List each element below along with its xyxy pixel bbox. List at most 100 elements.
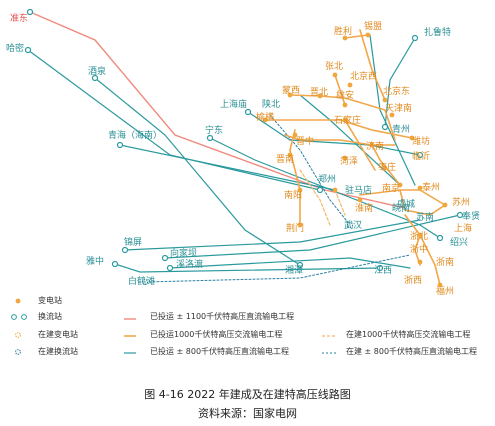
label-zhenan: 浙南: [436, 258, 455, 268]
line-ac-zhebei-fuzhou: [404, 214, 441, 286]
label-nanjing: 南京: [382, 184, 401, 194]
label-jinping: 锦屏: [124, 238, 143, 248]
substation-shengli: [342, 35, 348, 41]
substation-taizhou: [417, 185, 423, 191]
label-jiuquan: 酒泉: [88, 67, 107, 77]
dc1100-legend-line: [124, 318, 136, 320]
converter-zhundong: [26, 8, 34, 16]
label-zhengzhou: 郑州: [318, 175, 337, 185]
label-jinzhong: 晋中: [296, 137, 315, 147]
line-dc800-xiangjiaba-fengxian: [164, 214, 461, 259]
substation-jinzhong: [292, 132, 298, 138]
line-dc800-jiuquan-xiangtan: [94, 77, 301, 266]
substation-tianjinnan: [389, 112, 395, 118]
label-zhangbei: 张北: [325, 62, 344, 72]
label-fuzhou: 福州: [436, 287, 455, 297]
label-ximeng: 锡盟: [364, 22, 383, 32]
legend-ac1000: 已投运1000千伏特高压交流输电工程: [150, 330, 283, 339]
line-ac-zhebei-zhezhong: [414, 234, 421, 266]
substation-fuzhou: [437, 282, 443, 288]
label-jinbei: 晋北: [310, 88, 329, 98]
label-wuhan: 武汉: [344, 221, 363, 231]
legend-converter-building: 在建换流站: [38, 347, 78, 356]
converter-building-baihetan: [142, 279, 148, 285]
substation-building-legend-icon: [15, 332, 21, 338]
substation-yuheng: [262, 117, 268, 123]
line-dc800-yazhong-jiangxi: [114, 263, 381, 273]
line-dc800-xiluodu-zhexi: [169, 257, 411, 269]
line-dc800-building-baihetan-jiangsu: [144, 254, 411, 283]
substation-beijingxi: [347, 82, 353, 88]
line-dc800-qinghai-zhumadian: [119, 144, 336, 191]
line-ac-shengli-ximeng: [344, 34, 369, 39]
label-hami: 哈密: [6, 44, 25, 54]
converter-jiuquan: [91, 74, 99, 82]
line-ac-east-ring: [399, 189, 447, 216]
substation-jinan: [369, 142, 375, 148]
converter-legend-icon: [11, 314, 27, 320]
line-ac-north-ring: [284, 134, 396, 146]
substation-shijiazhuang: [342, 117, 348, 123]
line-ac-zhangbei-xiongan: [334, 74, 346, 106]
ac1000-legend-line: [124, 335, 136, 337]
label-baihetan: 白鹤滩: [128, 277, 156, 287]
substation-nanyang: [297, 187, 303, 193]
converter-zhengzhou: [316, 186, 324, 194]
converter-zhalute: [411, 34, 419, 42]
converter-xiluodu: [166, 264, 174, 272]
label-suzhou: 苏州: [452, 198, 471, 208]
converter-xiangtan: [296, 261, 304, 269]
line-ac-mengxi-tianjinnan: [289, 94, 396, 141]
line-ac-shijiazhuang-jinan: [344, 119, 376, 171]
converter-fengxian: [456, 211, 464, 219]
converter-qinghai: [116, 141, 124, 149]
legend-substation: 变电站: [38, 296, 62, 305]
line-ac-yuheng-weifang: [264, 119, 413, 139]
legend-substation-building: 在建变电站: [38, 330, 78, 339]
label-zhezhong: 浙中: [410, 245, 429, 255]
converter-jiangxi: [376, 264, 384, 272]
label-zhebei: 浙北: [410, 232, 429, 242]
label-taizhou: 泰州: [422, 183, 441, 193]
label-nanyang: 南阳: [284, 191, 303, 201]
legend-ac1000-building: 在建1000千伏特高压交流输电工程: [346, 330, 471, 339]
label-fengxian: 奉贤: [462, 212, 481, 222]
converter-building-legend-icon: [15, 349, 21, 355]
substation-zhebei: [417, 232, 423, 238]
label-jinnan: 晋南: [276, 155, 295, 165]
dc800-building-legend-line: [322, 352, 336, 354]
line-dc800-shanghaimiao-linyi: [247, 111, 421, 156]
label-xiluodu: 溪洛渡: [176, 260, 204, 270]
substation-weifang: [409, 135, 415, 141]
label-ningdong: 宁东: [205, 126, 224, 136]
substation-huainan: [357, 197, 363, 203]
label-xiongan: 雄安: [336, 91, 355, 101]
line-dc800-jinping-sunan: [124, 219, 421, 251]
substation-jingmen: [297, 222, 303, 228]
converter-qingzhou: [381, 123, 389, 131]
label-qingzhou: 青州: [392, 125, 411, 135]
substation-zaozhuang: [382, 165, 388, 171]
uhv-network-map: [24, 8, 464, 288]
label-zaozhuang: 枣庄: [378, 163, 397, 173]
legend-dc800-building: 在建 ± 800千伏特高压直流输电工程: [346, 347, 478, 356]
dc800-legend-line: [124, 352, 136, 354]
label-beijingxi: 北京西: [350, 72, 378, 82]
converter-xiangjiaba: [161, 254, 169, 262]
legend-converter: 换流站: [38, 312, 62, 321]
substation-legend-icon: [15, 298, 21, 304]
label-jinan: 济南: [366, 142, 385, 152]
label-shanghaimiao: 上海庙: [220, 100, 248, 110]
label-shaanbei: 陕北: [262, 100, 281, 110]
label-suzhou-nan: 苏南: [416, 213, 435, 223]
converter-shaoxing: [436, 234, 444, 242]
label-yuheng: 榆横: [256, 113, 275, 123]
label-jingmen: 荆门: [286, 224, 305, 234]
legend-dc800: 已投运 ± 800千伏特高压直流输电工程: [150, 347, 290, 356]
legend-dc1100: 已投运 ± 1100千伏特高压直流输电工程: [150, 312, 295, 321]
label-tianjinnan: 天津南: [385, 104, 413, 114]
substation-zhezhong: [417, 259, 423, 265]
line-ac-building-nanyang-jingmen: [299, 169, 331, 226]
label-zhexi: 浙西: [404, 276, 423, 286]
label-zhumadian: 驻马店: [345, 186, 373, 196]
